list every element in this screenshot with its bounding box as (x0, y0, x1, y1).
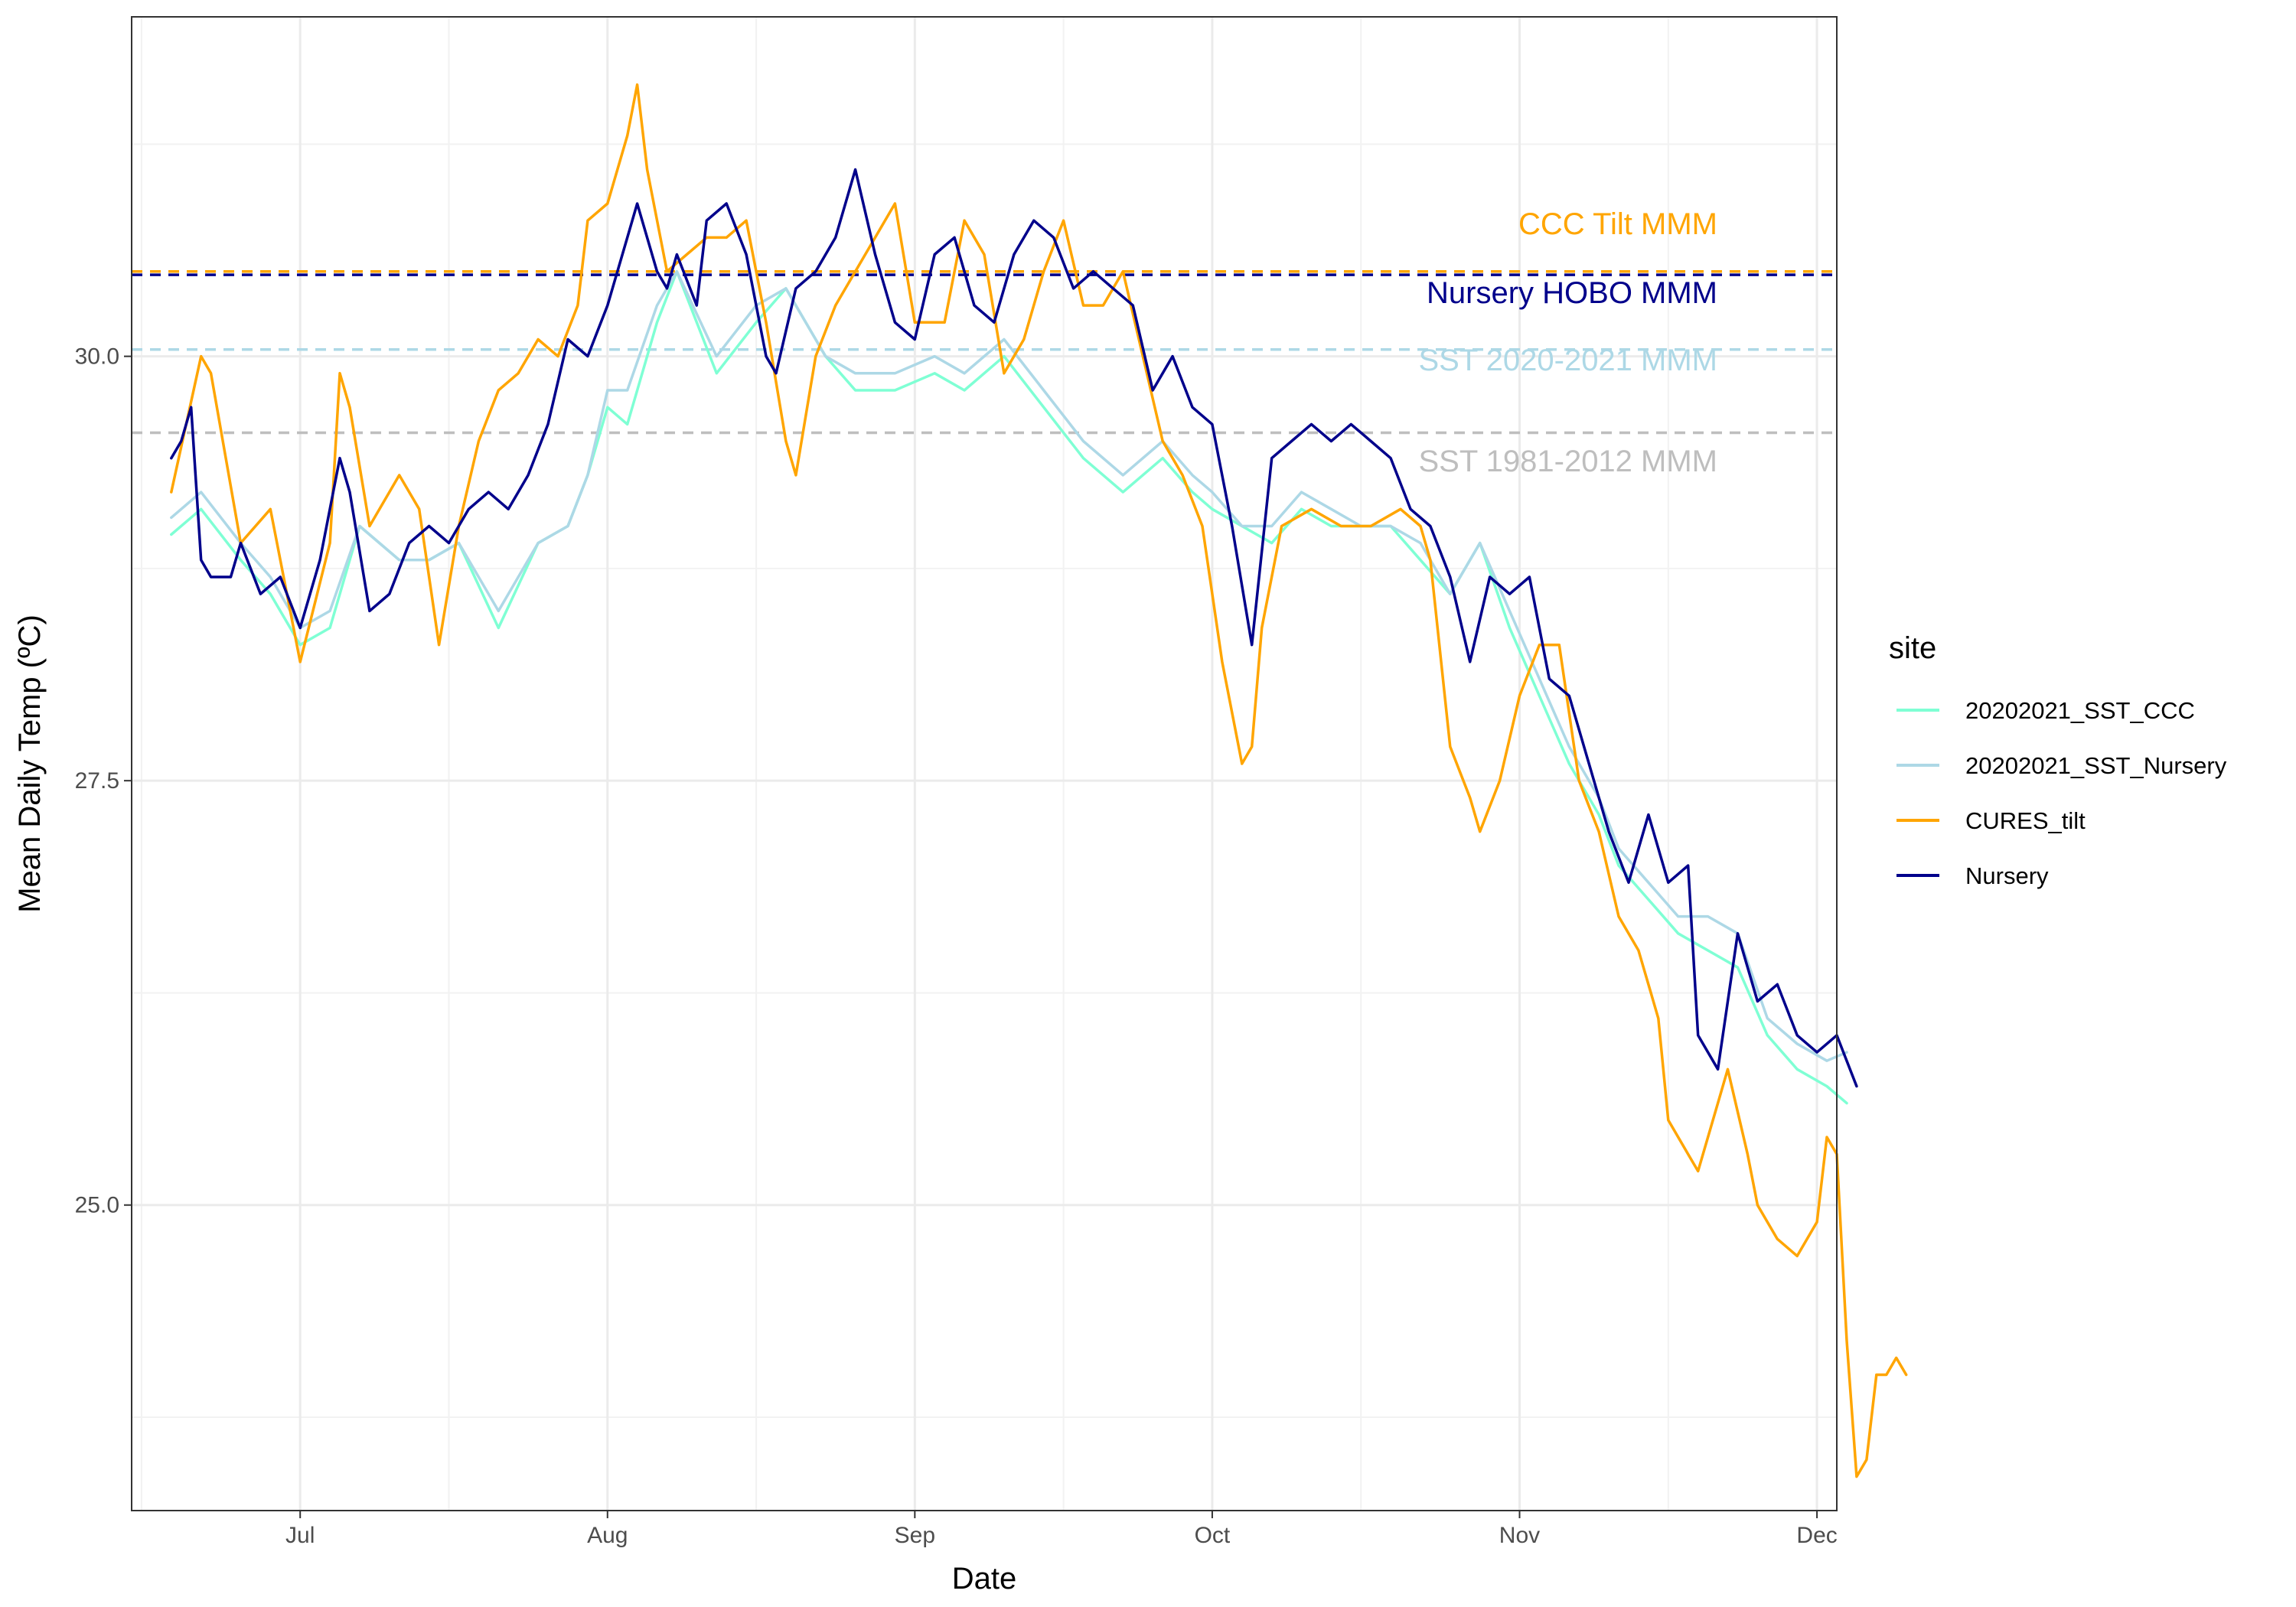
reference-line-label: Nursery HOBO MMM (1427, 276, 1717, 310)
series-line (170, 168, 1858, 1088)
reference-line-label: CCC Tilt MMM (1518, 207, 1717, 241)
y-tick-label: 30.0 (75, 344, 119, 370)
x-tick-label: Sep (895, 1523, 935, 1548)
grid (132, 17, 1837, 1511)
legend-label: CURES_tilt (1965, 807, 2086, 834)
series-line (170, 83, 1908, 1478)
legend-label: 20202021_SST_CCC (1965, 697, 2195, 724)
x-tick-label: Aug (587, 1523, 628, 1548)
y-axis-title: Mean Daily Temp (ºC) (13, 614, 47, 913)
legend-label: Nursery (1965, 862, 2049, 889)
x-axis-title: Date (952, 1562, 1017, 1596)
plot-panel-border (131, 16, 1838, 1511)
legend-label: 20202021_SST_Nursery (1965, 752, 2227, 779)
reference-line-label: SST 2020-2021 MMM (1418, 344, 1717, 377)
reference-lines: CCC Tilt MMM Nursery HOBO MMM SST 2020-202… (132, 207, 1837, 478)
x-tick-label: Oct (1195, 1523, 1231, 1548)
series-lines (170, 83, 1908, 1478)
reference-line-label: SST 1981-2012 MMM (1418, 445, 1717, 478)
legend-title: site (1889, 631, 1936, 665)
x-axis: Jul Aug Sep Oct Nov Dec (285, 1511, 1838, 1548)
x-tick-label: Dec (1796, 1523, 1837, 1548)
x-tick-label: Nov (1499, 1523, 1540, 1548)
legend: site 20202021_SST_CCC 20202021_SST_Nurser… (1889, 631, 2227, 889)
x-tick-label: Jul (285, 1523, 315, 1548)
y-tick-label: 25.0 (75, 1193, 119, 1218)
y-axis: 25.0 27.5 30.0 (75, 344, 132, 1218)
y-tick-label: 27.5 (75, 768, 119, 794)
